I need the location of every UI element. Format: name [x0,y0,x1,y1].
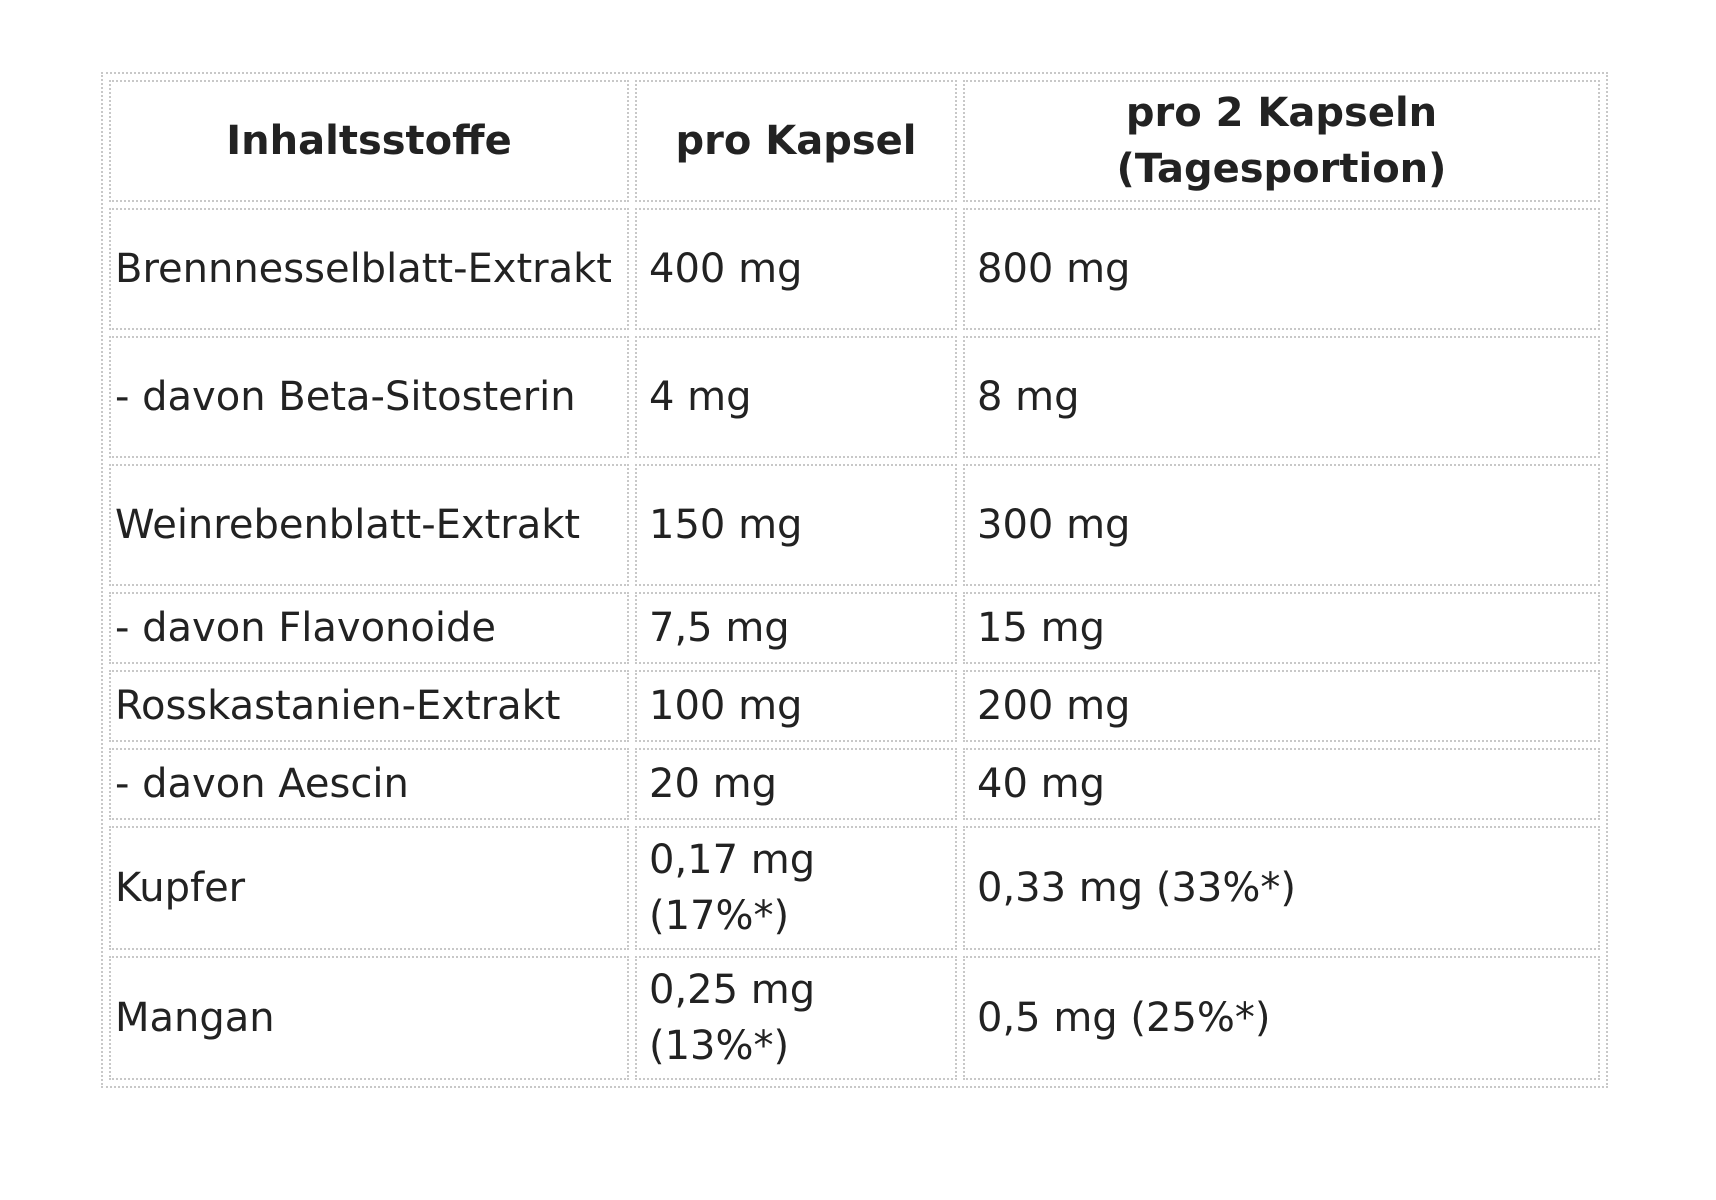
table-cell: 0,17 mg (17%*) [635,826,957,950]
table-cell: 0,25 mg (13%*) [635,956,957,1080]
table-cell: Mangan [109,956,629,1080]
table-cell: 300 mg [963,464,1600,586]
table-cell: Weinrebenblatt-Extrakt [109,464,629,586]
header-row: Inhaltsstoffe pro Kapsel pro 2 Kapseln (Ta… [109,80,1600,202]
table-cell: 400 mg [635,208,957,330]
table-cell: 0,5 mg (25%*) [963,956,1600,1080]
table-cell: 0,33 mg (33%*) [963,826,1600,950]
table-cell: 15 mg [963,592,1600,664]
table-cell: - davon Flavonoide [109,592,629,664]
table-cell: 4 mg [635,336,957,458]
table-row: Kupfer 0,17 mg (17%*) 0,33 mg (33%*) [109,826,1600,950]
table-row: - davon Aescin 20 mg 40 mg [109,748,1600,820]
table-cell: 8 mg [963,336,1600,458]
table-cell: 7,5 mg [635,592,957,664]
table-cell: 40 mg [963,748,1600,820]
table-row: Mangan 0,25 mg (13%*) 0,5 mg (25%*) [109,956,1600,1080]
table-cell: Kupfer [109,826,629,950]
table-cell: 150 mg [635,464,957,586]
table-cell: 100 mg [635,670,957,742]
header-cell: Inhaltsstoffe [109,80,629,202]
ingredients-table: Inhaltsstoffe pro Kapsel pro 2 Kapseln (Ta… [101,72,1608,1088]
table-cell: - davon Aescin [109,748,629,820]
table-row: Rosskastanien-Extrakt 100 mg 200 mg [109,670,1600,742]
table-cell: Brennnesselblatt-Extrakt [109,208,629,330]
header-cell: pro Kapsel [635,80,957,202]
header-cell: pro 2 Kapseln (Tagesportion) [963,80,1600,202]
table-cell: - davon Beta-Sitosterin [109,336,629,458]
table-row: Brennnesselblatt-Extrakt 400 mg 800 mg [109,208,1600,330]
table-cell: 20 mg [635,748,957,820]
table-cell: 200 mg [963,670,1600,742]
table-cell: 800 mg [963,208,1600,330]
table-row: - davon Beta-Sitosterin 4 mg 8 mg [109,336,1600,458]
table-row: Weinrebenblatt-Extrakt 150 mg 300 mg [109,464,1600,586]
table-cell: Rosskastanien-Extrakt [109,670,629,742]
table-row: - davon Flavonoide 7,5 mg 15 mg [109,592,1600,664]
